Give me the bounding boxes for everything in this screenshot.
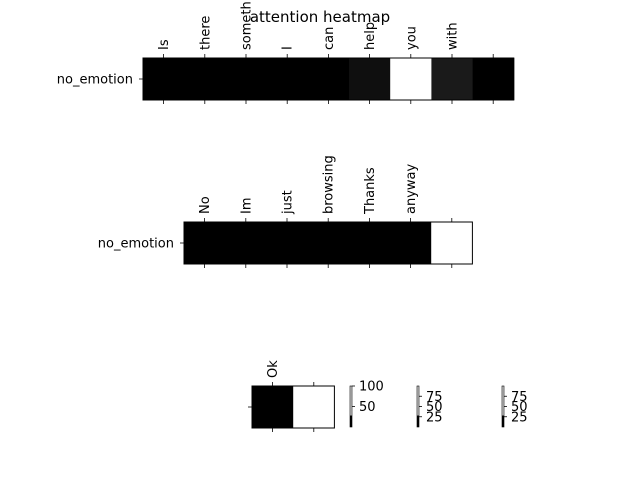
x-tick-label: with	[446, 22, 461, 50]
heatmap-panel: Ok	[248, 360, 335, 432]
x-tick-label: Ok	[266, 360, 281, 378]
colorbar-strip	[350, 386, 352, 427]
heatmap-cell	[252, 386, 294, 428]
colorbar-tick-label: 50	[511, 400, 528, 415]
heatmap-cell	[348, 222, 391, 264]
row-label: no_emotion	[98, 237, 174, 252]
heatmap-cell	[431, 222, 473, 264]
row-label: no_emotion	[57, 73, 133, 88]
x-tick-label: anyway	[404, 164, 419, 214]
x-tick-label: Is	[157, 39, 172, 50]
x-tick-label: Im	[239, 198, 254, 215]
x-tick-label: Thanks	[363, 167, 378, 215]
x-tick-label: you	[404, 26, 419, 50]
colorbar-strip	[417, 386, 419, 427]
x-tick-label: browsing	[322, 155, 337, 214]
colorbar-tick-label: 50	[359, 400, 376, 415]
x-tick-label: can	[322, 27, 337, 50]
chart-title: attention heatmap	[250, 8, 390, 26]
heatmap-cell	[307, 58, 350, 100]
heatmap-cell	[225, 222, 267, 264]
heatmap-cell	[184, 58, 226, 100]
x-tick-label: just	[281, 190, 296, 215]
x-tick-label: I	[281, 46, 296, 50]
heatmap-cell	[266, 58, 309, 100]
heatmap-cell	[307, 222, 350, 264]
heatmap-cell	[349, 58, 391, 100]
colorbar-tick-label: 75	[426, 390, 443, 405]
colorbar-tick-label: 100	[359, 380, 384, 395]
x-tick-label: something	[240, 0, 255, 50]
heatmap-panel: No Im just browsing Thanks anyway no_emotion	[98, 155, 473, 268]
heatmap-cell	[390, 222, 432, 264]
colorbar-tick-label: 25	[511, 410, 528, 425]
heatmap-cell	[390, 58, 432, 100]
heatmap-cell	[225, 58, 267, 100]
colorbar-strip	[502, 386, 504, 427]
heatmap-cell	[293, 386, 335, 428]
colorbar-dark-end	[417, 415, 419, 427]
heatmap-cell	[184, 222, 226, 264]
x-tick-label: there	[198, 16, 213, 50]
colorbar-dark-end	[350, 415, 352, 427]
colorbar-dark-end	[502, 415, 504, 427]
heatmap-cell	[266, 222, 308, 264]
heatmap-cell	[472, 58, 515, 100]
colorbar-tick-label: 25	[426, 410, 443, 425]
x-tick-label: No	[198, 196, 213, 214]
heatmap-cell	[431, 58, 473, 100]
colorbar-tick-label: 50	[426, 400, 443, 415]
colorbar-tick-label: 75	[511, 390, 528, 405]
heatmap-cell	[143, 58, 185, 100]
x-tick-label: help	[363, 22, 378, 50]
